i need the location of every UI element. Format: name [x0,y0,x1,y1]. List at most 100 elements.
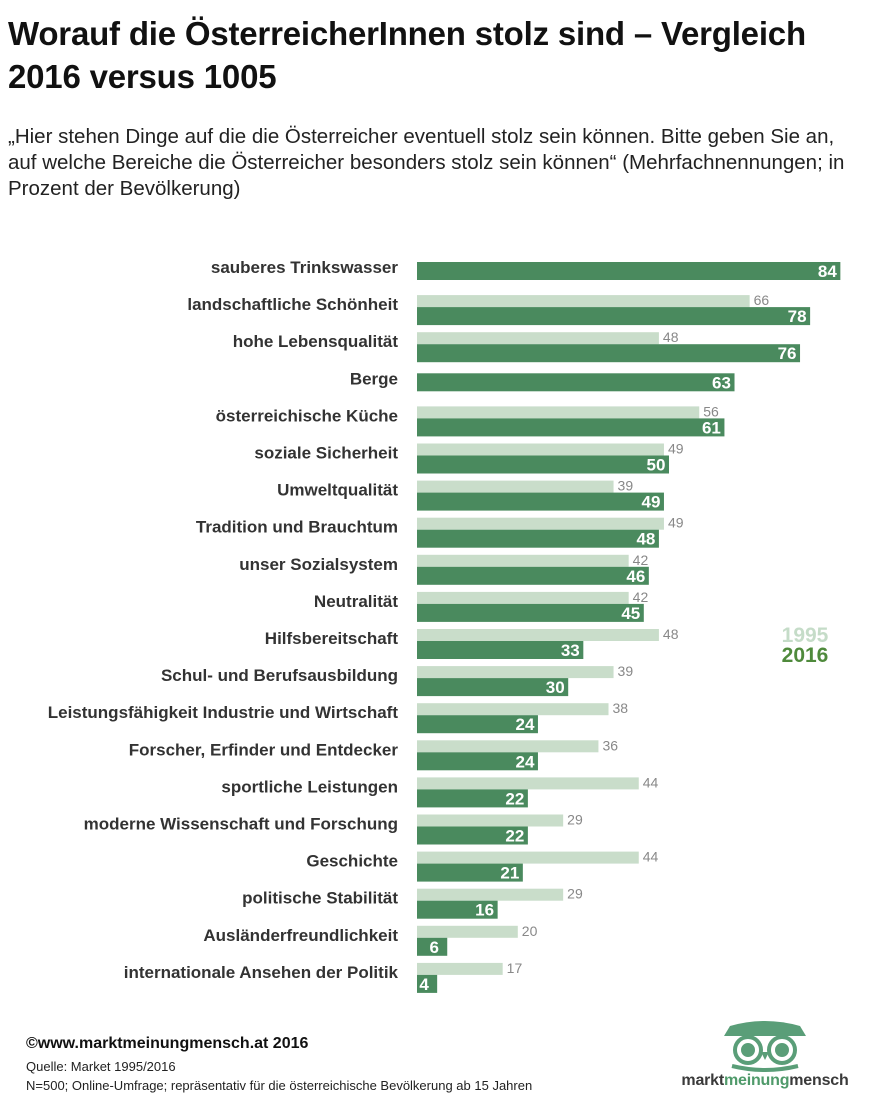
value-label-1995: 49 [668,515,684,531]
source-text: Quelle: Market 1995/2016 [26,1059,176,1074]
bar-2016 [417,826,528,845]
value-label-2016: 6 [430,938,439,957]
bar-2016 [417,641,584,659]
bar-1995 [417,295,750,308]
value-label-1995: 29 [567,886,583,902]
bar-1995 [417,443,664,456]
value-label-2016: 33 [561,641,580,660]
category-label: sportliche Leistungen [221,777,398,796]
bar-2016 [417,752,538,771]
owl-icon [724,1021,806,1072]
category-label: soziale Sicherheit [254,444,398,463]
bar-1995 [417,925,518,938]
chart-title: Worauf die ÖsterreicherInnen stolz sind … [8,15,806,95]
value-label-1995: 44 [643,774,659,790]
value-label-1995: 20 [522,923,538,939]
value-label-2016: 46 [626,567,645,586]
bar-1995 [417,480,614,493]
sample-text: N=500; Online-Umfrage; repräsentativ für… [26,1078,533,1093]
value-label-1995: 49 [668,441,684,457]
value-label-2016: 49 [641,493,660,512]
category-label: moderne Wissenschaft und Forschung [84,815,398,834]
bar-1995 [417,629,659,641]
bar-1995 [417,517,664,530]
bar-1995 [417,777,639,790]
value-label-1995: 44 [643,849,659,865]
bar-2016 [417,789,528,808]
value-label-2016: 30 [546,678,565,697]
category-label: Forscher, Erfinder und Entdecker [129,740,399,759]
category-label: Tradition und Brauchtum [196,518,398,537]
category-label: Schul- und Berufsausbildung [161,666,398,685]
bar-1995 [417,851,639,864]
value-label-1995: 66 [754,292,770,308]
category-label: unser Sozialsystem [239,555,398,574]
bar-1995 [417,962,503,975]
chart-subtitle: „Hier stehen Dinge auf die die Österreic… [8,125,845,200]
value-label-2016: 84 [818,262,837,281]
bar-2016 [417,455,669,474]
value-label-2016: 50 [647,456,666,475]
bar-1995 [417,406,700,419]
copyright-text: ©www.marktmeinungmensch.at 2016 [26,1035,309,1052]
bar-2016 [417,307,811,326]
value-label-2016: 16 [475,901,494,920]
category-label: hohe Lebensqualität [233,332,399,351]
bar-2016 [417,603,644,622]
bar-2016 [417,492,664,511]
value-label-2016: 21 [500,864,519,883]
bar-1995 [417,703,609,716]
category-label: Ausländerfreundlichkeit [203,926,398,945]
logo-wordmark: marktmeinungmensch [681,1072,849,1089]
bar-1995 [417,554,629,567]
category-label: österreichische Küche [216,406,398,425]
value-label-2016: 22 [505,827,524,846]
bar-chart: sauberes Trinkswasser 84 landschaftliche S… [48,258,841,994]
legend-1995: 1995 [782,624,829,647]
value-label-1995: 42 [633,552,649,568]
legend-2016: 2016 [782,644,829,667]
bar-2016 [417,529,659,548]
bar-2016 [417,678,569,697]
value-label-2016: 22 [505,789,524,808]
value-label-2016: 48 [636,530,655,549]
category-label: politische Stabilität [242,889,398,908]
value-label-1995: 42 [633,589,649,605]
value-label-2016: 45 [621,604,640,623]
category-label: Berge [350,369,398,388]
value-label-2016: 63 [712,373,731,392]
bar-2016 [417,863,523,882]
value-label-1995: 56 [703,403,719,419]
brand-logo: marktmeinungmensch [660,1020,870,1100]
bar-2016 [417,900,498,919]
category-label: Leistungsfähigkeit Industrie und Wirtsch… [48,703,399,722]
value-label-1995: 36 [602,737,618,753]
category-label: sauberes Trinkswasser [211,258,399,277]
value-label-1995: 17 [507,960,523,976]
category-label: landschaftliche Schönheit [187,295,398,314]
value-label-1995: 38 [613,700,629,716]
category-label: Geschichte [306,852,398,871]
bar-2016 [417,715,538,734]
value-label-2016: 24 [515,715,534,734]
category-label: Hilfsbereitschaft [265,629,399,648]
category-label: Umweltqualität [277,481,398,500]
value-label-2016: 4 [419,975,429,994]
value-label-1995: 29 [567,812,583,828]
value-label-2016: 61 [702,418,721,437]
bar-1995 [417,666,614,679]
bar-2016 [417,373,735,392]
value-label-1995: 39 [618,663,634,679]
bar-1995 [417,591,629,604]
value-label-2016: 24 [515,752,534,771]
bar-2016 [417,418,725,437]
bar-2016 [417,974,438,993]
bar-1995 [417,814,564,827]
value-label-1995: 39 [618,478,634,494]
value-label-1995: 48 [663,626,679,642]
bar-1995 [417,888,564,901]
category-label: Neutralität [314,592,398,611]
value-label-2016: 78 [788,307,807,326]
value-label-2016: 76 [778,344,797,363]
bar-1995 [417,332,659,345]
